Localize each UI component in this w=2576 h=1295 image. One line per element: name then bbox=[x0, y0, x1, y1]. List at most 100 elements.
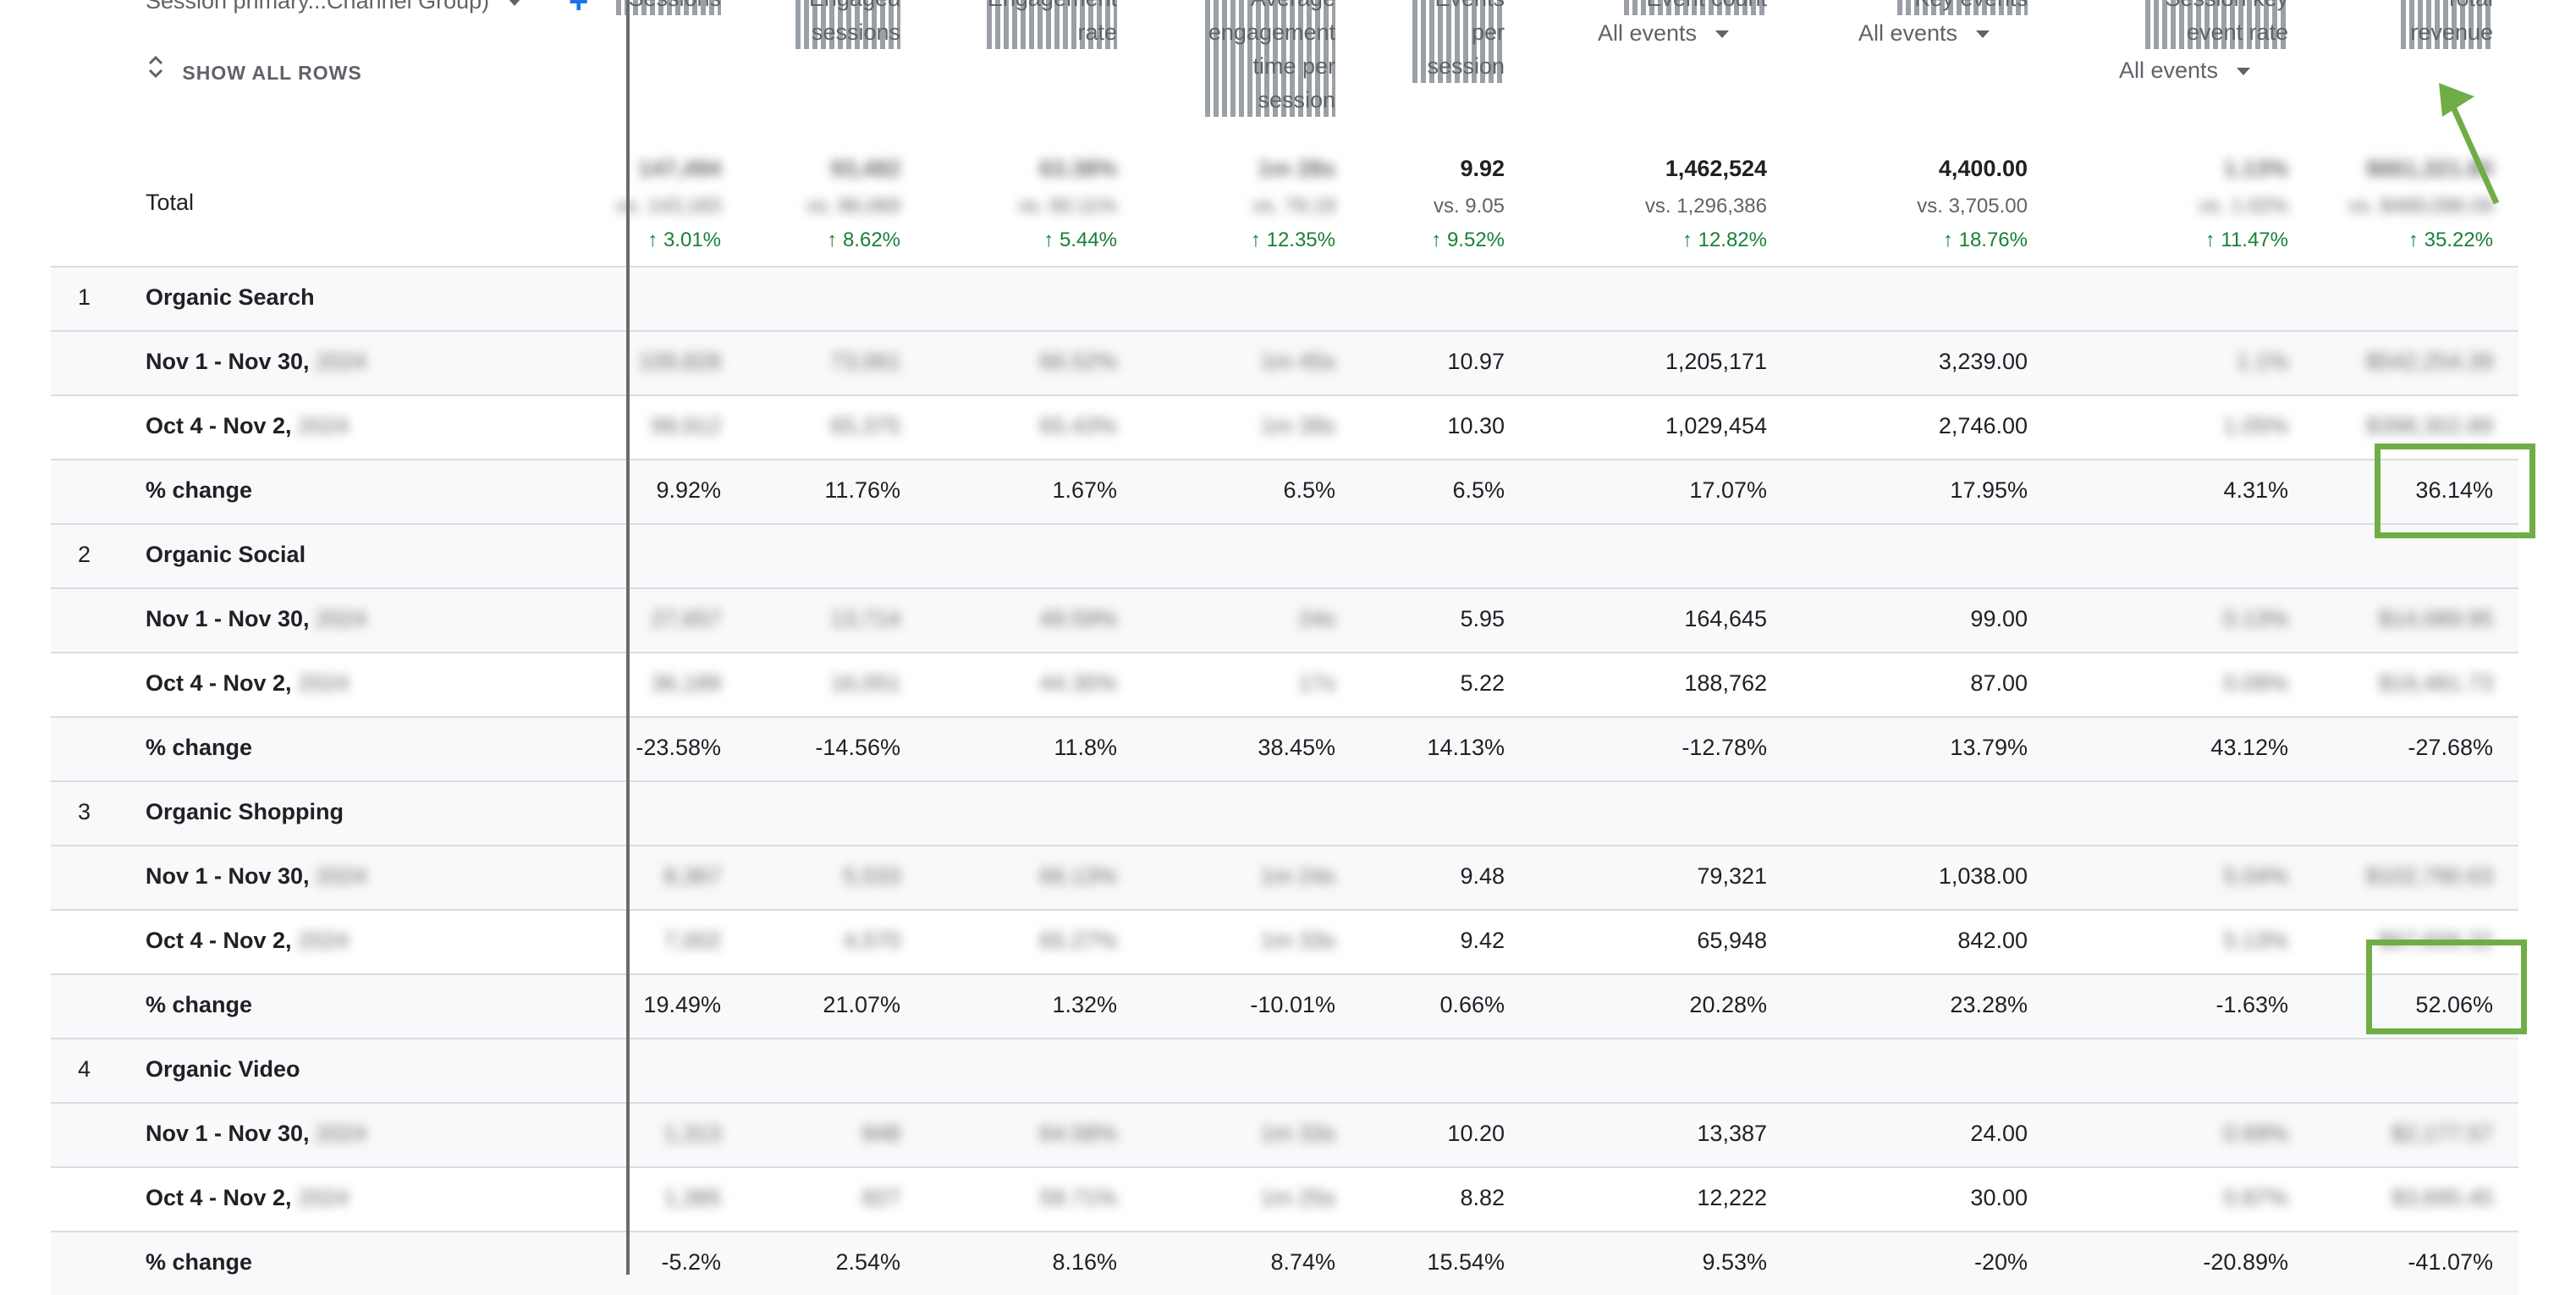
plus-icon[interactable]: + bbox=[569, 0, 589, 20]
table-row-label: Oct 4 - Nov 2, 2024 bbox=[146, 1185, 349, 1211]
table-row-label: Oct 4 - Nov 2, 2024 bbox=[146, 670, 349, 697]
table-cell-engaged: 13,714 bbox=[830, 606, 900, 631]
show-all-rows-button[interactable]: SHOW ALL ROWS bbox=[146, 54, 362, 85]
total-change-keyevents: ↑ 18.76% bbox=[1942, 229, 2028, 251]
date-range-text: Oct 4 - Nov 2, bbox=[146, 670, 299, 696]
group-row[interactable] bbox=[51, 782, 2518, 845]
table-cell-eps: 10.30 bbox=[1447, 413, 1505, 438]
event-filter-dropdown[interactable]: All events bbox=[2119, 58, 2251, 84]
table-cell-engaged: 73,061 bbox=[830, 349, 900, 374]
group-row[interactable] bbox=[51, 525, 2518, 587]
table-cell-avgtime: 1m 25s bbox=[1260, 1185, 1335, 1210]
column-header-engrate[interactable]: Engagement rate bbox=[863, 0, 1117, 49]
total-main-sessions: 147,494 bbox=[638, 156, 721, 181]
table-row-label: Nov 1 - Nov 30, 2024 bbox=[146, 349, 366, 375]
table-cell-keyevents: 1,038.00 bbox=[1938, 863, 2028, 889]
table-cell-skrate: -1.63% bbox=[2215, 992, 2288, 1017]
row-index: 2 bbox=[78, 542, 91, 567]
column-header-skrate[interactable]: Session key event rate bbox=[2034, 0, 2288, 49]
date-range-text: Oct 4 - Nov 2, bbox=[146, 413, 299, 438]
table-cell-skrate: 0.87% bbox=[2223, 1185, 2288, 1210]
table-cell-avgtime: 1m 33s bbox=[1260, 928, 1335, 953]
table-cell-avgtime: 6.5% bbox=[1283, 477, 1335, 503]
table-cell-eps: 9.42 bbox=[1460, 928, 1505, 953]
total-main-engrate: 63.38% bbox=[1039, 156, 1117, 181]
table-cell-sessions: 109,828 bbox=[638, 349, 721, 374]
group-row[interactable] bbox=[51, 1039, 2518, 1102]
table-cell-eps: 0.66% bbox=[1439, 992, 1505, 1017]
column-header-label: Key events bbox=[1897, 0, 2028, 15]
table-cell-engaged: 848 bbox=[861, 1121, 900, 1146]
column-header-label: Engaged sessions bbox=[795, 0, 900, 49]
row-divider bbox=[51, 909, 2518, 911]
column-header-sessions[interactable]: Sessions bbox=[467, 0, 721, 15]
table-cell-avgtime: 17s bbox=[1298, 670, 1335, 696]
column-header-revenue[interactable]: Total revenue bbox=[2239, 0, 2493, 49]
column-header-engaged[interactable]: Engaged sessions bbox=[647, 0, 900, 49]
row-index: 1 bbox=[78, 284, 91, 310]
table-cell-keyevents: 24.00 bbox=[1970, 1121, 2028, 1146]
total-main-avgtime: 1m 28s bbox=[1258, 156, 1335, 181]
column-header-label: Session key event rate bbox=[2145, 0, 2288, 49]
table-cell-sessions: 1,313 bbox=[663, 1121, 721, 1146]
row-divider bbox=[51, 1038, 2518, 1039]
row-divider bbox=[51, 330, 2518, 332]
group-row[interactable] bbox=[51, 267, 2518, 330]
table-cell-revenue: $3,695.45 bbox=[2391, 1185, 2493, 1210]
date-range-text: Nov 1 - Nov 30, bbox=[146, 1121, 316, 1146]
table-cell-engrate: 64.58% bbox=[1039, 1121, 1117, 1146]
table-cell-eps: 6.5% bbox=[1452, 477, 1505, 503]
table-cell-revenue: $2,177.57 bbox=[2391, 1121, 2493, 1146]
table-cell-eps: 10.20 bbox=[1447, 1121, 1505, 1146]
total-main-revenue: $661,321.80 bbox=[2365, 156, 2493, 181]
channel-group-name[interactable]: Organic Shopping bbox=[146, 799, 344, 824]
total-vs-engaged: vs. 86,069 bbox=[806, 195, 900, 218]
table-cell-engaged: 21.07% bbox=[823, 992, 900, 1017]
table-cell-revenue: $19,481.73 bbox=[2378, 670, 2493, 696]
table-cell-keyevents: 842.00 bbox=[1957, 928, 2028, 953]
event-filter-label: All events bbox=[1858, 20, 1958, 46]
chevron-down-icon[interactable] bbox=[507, 0, 521, 7]
table-cell-skrate: 5.13% bbox=[2223, 928, 2288, 953]
table-cell-revenue: -27.68% bbox=[2408, 735, 2493, 760]
table-cell-eps: 10.97 bbox=[1447, 349, 1505, 374]
chevron-down-icon bbox=[1715, 30, 1730, 39]
table-cell-revenue: $398,302.89 bbox=[2365, 413, 2493, 438]
column-header-label: Engagement rate bbox=[987, 0, 1117, 49]
event-filter-dropdown[interactable]: All events bbox=[1598, 20, 1730, 47]
table-cell-eps: 14.13% bbox=[1427, 735, 1505, 760]
total-vs-skrate: vs. 1.02% bbox=[2199, 195, 2288, 218]
date-range-year: 2024 bbox=[298, 670, 350, 696]
column-header-keyevents[interactable]: Key events bbox=[1774, 0, 2028, 15]
dimension-selector[interactable]: Session primary...Channel Group) bbox=[146, 0, 521, 14]
table-row-label: % change bbox=[146, 735, 253, 760]
row-divider bbox=[51, 652, 2518, 653]
table-cell-engrate: 66.52% bbox=[1039, 349, 1117, 374]
column-header-avgtime[interactable]: Average engagement time per session bbox=[1082, 0, 1335, 117]
row-divider bbox=[51, 1166, 2518, 1168]
table-cell-engrate: 66.13% bbox=[1039, 863, 1117, 889]
table-cell-revenue: -41.07% bbox=[2408, 1249, 2493, 1275]
table-cell-keyevents: 2,746.00 bbox=[1938, 413, 2028, 438]
column-header-eventcount[interactable]: Event count bbox=[1513, 0, 1767, 15]
table-cell-engaged: 16,051 bbox=[830, 670, 900, 696]
table-cell-eventcount: 17.07% bbox=[1689, 477, 1767, 503]
chevron-down-icon bbox=[2237, 68, 2251, 76]
unfold-icon bbox=[146, 54, 166, 85]
row-divider bbox=[51, 587, 2518, 589]
channel-group-name[interactable]: Organic Search bbox=[146, 284, 315, 310]
table-cell-skrate: 0.69% bbox=[2223, 1121, 2288, 1146]
column-header-label: Average engagement time per session bbox=[1205, 0, 1335, 117]
table-cell-revenue: $14,089.95 bbox=[2378, 606, 2493, 631]
channel-group-name[interactable]: Organic Video bbox=[146, 1056, 300, 1082]
table-cell-keyevents: -20% bbox=[1973, 1249, 2028, 1275]
total-vs-revenue: vs. $489,096.09 bbox=[2348, 195, 2493, 218]
event-filter-label: All events bbox=[2119, 58, 2219, 83]
row-divider bbox=[51, 523, 2518, 525]
table-cell-engaged: 5,533 bbox=[843, 863, 900, 889]
table-cell-avgtime: 8.74% bbox=[1270, 1249, 1335, 1275]
channel-group-name[interactable]: Organic Social bbox=[146, 542, 306, 567]
event-filter-dropdown[interactable]: All events bbox=[1858, 20, 1990, 47]
table-cell-keyevents: 23.28% bbox=[1950, 992, 2028, 1017]
column-header-eps[interactable]: Events per session bbox=[1251, 0, 1505, 83]
